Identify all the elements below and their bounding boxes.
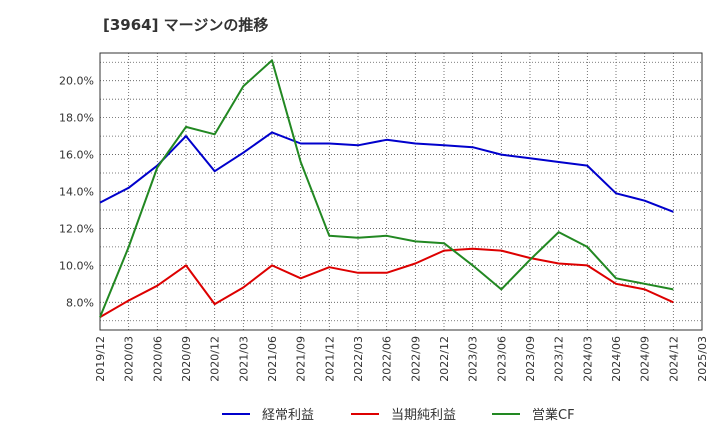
x-tick-label: 2021/03 <box>237 336 250 382</box>
y-tick-label: 12.0% <box>59 222 94 235</box>
x-axis-ticks: 2019/12 2020/03 2020/06 2020/09 2020/12 2021/… <box>94 336 709 382</box>
series-line <box>99 247 674 318</box>
y-tick-label: 14.0% <box>59 186 94 199</box>
y-axis-ticks: 8.0% 10.0% 12.0% 14.0% 16.0% 18.0% 20.0% <box>59 75 94 310</box>
x-tick-label: 2022/12 <box>438 336 451 382</box>
x-tick-label: 2024/06 <box>610 336 623 382</box>
legend: 経常利益 当期純利益 営業CF <box>222 407 575 423</box>
series-line <box>99 59 674 318</box>
y-tick-label: 10.0% <box>59 259 94 272</box>
x-tick-label: 2020/09 <box>180 336 193 382</box>
series-lines <box>99 59 674 318</box>
legend-label: 経常利益 <box>262 408 314 423</box>
x-tick-label: 2021/12 <box>323 336 336 382</box>
y-tick-label: 8.0% <box>66 296 94 309</box>
x-tick-label: 2024/12 <box>667 336 680 382</box>
x-tick-label: 2023/09 <box>524 336 537 382</box>
plot-area <box>99 52 703 331</box>
y-tick-label: 16.0% <box>59 149 94 162</box>
x-tick-label: 2024/03 <box>581 336 594 382</box>
x-tick-label: 2022/03 <box>352 336 365 382</box>
x-tick-label: 2020/03 <box>123 336 136 382</box>
x-tick-label: 2019/12 <box>94 336 107 382</box>
x-tick-label: 2022/09 <box>409 336 422 382</box>
x-tick-label: 2023/06 <box>495 336 508 382</box>
y-tick-label: 18.0% <box>59 112 94 125</box>
x-tick-label: 2025/03 <box>696 336 709 382</box>
x-tick-label: 2021/09 <box>295 336 308 382</box>
series-line <box>99 131 674 213</box>
y-tick-label: 20.0% <box>59 75 94 88</box>
legend-label: 営業CF <box>532 407 575 423</box>
x-tick-label: 2021/06 <box>266 336 279 382</box>
grid <box>100 53 702 330</box>
legend-label: 当期純利益 <box>391 408 456 423</box>
x-tick-label: 2020/06 <box>151 336 164 382</box>
chart-title: [3964] マージンの推移 <box>103 16 268 34</box>
x-tick-label: 2023/12 <box>553 336 566 382</box>
x-tick-label: 2023/03 <box>467 336 480 382</box>
x-tick-label: 2020/12 <box>209 336 222 382</box>
x-tick-label: 2022/06 <box>381 336 394 382</box>
x-tick-label: 2024/09 <box>639 336 652 382</box>
